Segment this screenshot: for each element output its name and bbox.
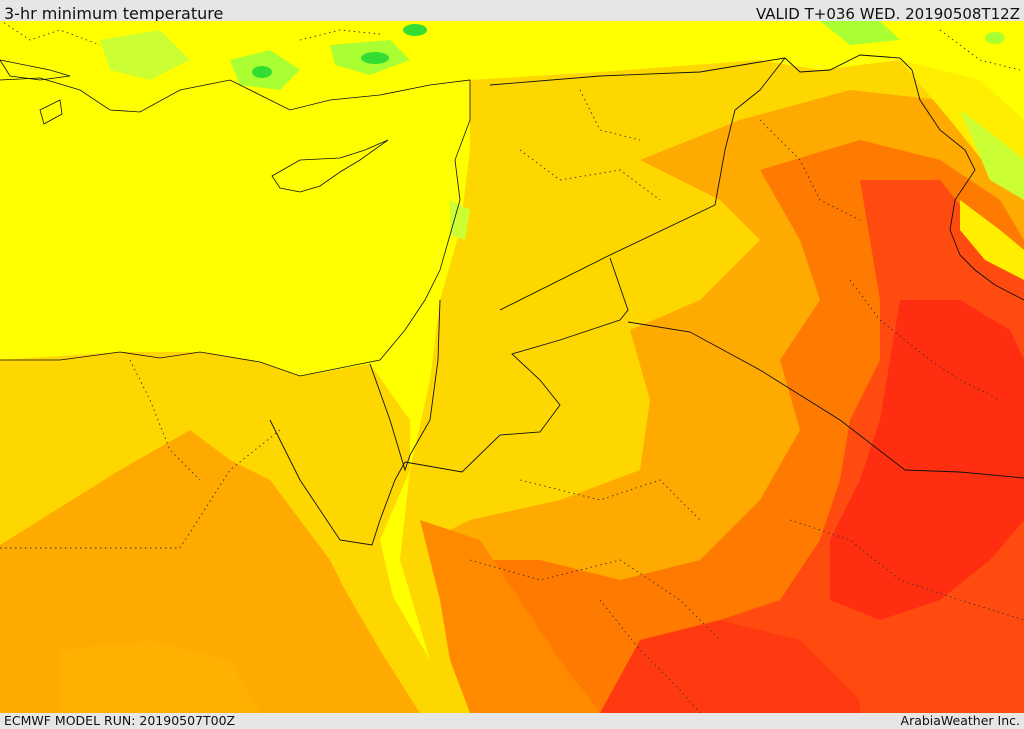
temp-zone-zagros-green [960, 110, 1024, 200]
coastline-mediterranean [0, 77, 471, 377]
temp-zone-gulf-yellow [960, 200, 1024, 280]
credit-label: ArabiaWeather Inc. [900, 713, 1020, 728]
temp-zone-lebanon-green [450, 200, 470, 240]
temp-zone-green-6 [985, 32, 1005, 44]
temp-zone-hejaz [420, 520, 600, 713]
temp-zone-green-1 [252, 66, 272, 78]
island-west [39, 99, 63, 125]
country-borders [269, 54, 1024, 546]
temp-zone-egypt-south [60, 640, 260, 713]
temp-zone-iraq-red [830, 300, 1024, 620]
temp-zone-arabia-red [600, 620, 860, 713]
temp-zone-green-3 [403, 24, 427, 36]
map-title: 3-hr minimum temperature [4, 4, 224, 23]
island-north [0, 59, 71, 81]
temp-zone-green-2 [361, 52, 389, 64]
temperature-map[interactable] [0, 21, 1024, 713]
model-run-label: ECMWF MODEL RUN: 20190507T00Z [4, 713, 236, 728]
footer-bar: ECMWF MODEL RUN: 20190507T00Z ArabiaWeat… [0, 713, 1024, 729]
red-sea [280, 430, 455, 713]
temp-zone-green-4 [100, 30, 190, 80]
temp-zone-green-5 [820, 21, 900, 45]
cyprus-island [271, 139, 389, 193]
province-boundaries [0, 21, 1024, 713]
valid-time-label: VALID T+036 WED. 20190508T12Z [755, 5, 1020, 23]
header-bar: 3-hr minimum temperature VALID T+036 WED… [0, 0, 1024, 23]
temp-zone-egypt-orange [0, 430, 420, 713]
